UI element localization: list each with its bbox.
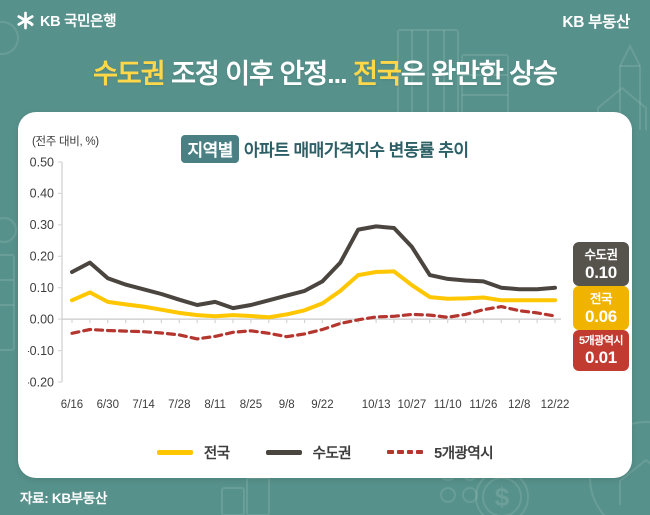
region-badge: 지역별 [181, 135, 239, 163]
svg-text:0.20: 0.20 [30, 250, 54, 264]
legend-label: 5개광역시 [434, 446, 494, 462]
sudogwon-line-swatch [265, 450, 302, 455]
headline: 수도권 조정 이후 안정... 전국은 완만한 상승 [0, 52, 650, 91]
brand-text: KB 부동산 [562, 14, 630, 31]
callout-jeonguk: 전국 0.06 [573, 286, 629, 330]
logo-text: KB 국민은행 [40, 14, 117, 30]
legend: 전국 수도권 5개광역시 [18, 442, 632, 463]
legend-label: 수도권 [312, 446, 352, 462]
svg-text:12/8: 12/8 [508, 399, 530, 411]
callout-value: 0.06 [585, 307, 617, 326]
unit-label: (전주 대비, %) [32, 136, 99, 148]
svg-text:11/26: 11/26 [469, 399, 497, 411]
svg-text:7/28: 7/28 [168, 399, 190, 411]
svg-text:7/14: 7/14 [132, 399, 155, 411]
svg-text:12/22: 12/22 [541, 399, 570, 411]
callout-label: 전국 [589, 292, 613, 306]
headline-segment: 은 완만한 상승 [400, 59, 558, 89]
trend-chart: 0.50 0.40 0.30 0.20 0.10 0.00 -0.10 -0.20 6/16 6/… [28, 156, 570, 411]
svg-text:-0.10: -0.10 [28, 344, 54, 358]
svg-text:6/16: 6/16 [61, 399, 83, 411]
legend-label: 전국 [203, 446, 230, 462]
legend-item-sudogwon: 수도권 [265, 442, 352, 463]
headline-segment: 수도권 [93, 59, 166, 89]
svg-text:0.40: 0.40 [30, 187, 54, 201]
callout-label: 수도권 [584, 248, 618, 262]
legend-item-jeonguk: 전국 [156, 442, 230, 463]
gwangyeoksi-line-swatch [387, 450, 424, 455]
svg-text:9/22: 9/22 [311, 399, 333, 411]
headline-segment: 전국 [353, 59, 402, 89]
building-left-icon [0, 254, 15, 351]
svg-text:0.10: 0.10 [30, 281, 54, 295]
chart-title-text: 아파트 매매가격지수 변동률 추이 [243, 141, 469, 160]
svg-text:0.00: 0.00 [30, 312, 54, 326]
callout-sudogwon: 수도권 0.10 [573, 242, 629, 286]
kb-logo: KB 국민은행 [16, 10, 117, 31]
svg-text:11/10: 11/10 [434, 399, 462, 411]
callout-value: 0.01 [585, 348, 617, 367]
chart-card: (전주 대비, %) 지역별 아파트 매매가격지수 변동률 추이 0.50 0.40… [18, 112, 632, 478]
callout-value: 0.10 [585, 263, 617, 282]
svg-text:10/27: 10/27 [398, 399, 427, 411]
chart-title: 지역별 아파트 매매가격지수 변동률 추이 [18, 135, 632, 163]
svg-text:6/30: 6/30 [97, 399, 119, 411]
kb-star-icon [17, 11, 34, 30]
header: KB 국민은행 KB 부동산 [0, 0, 650, 42]
svg-text:0.30: 0.30 [30, 218, 54, 232]
jeonguk-line-swatch [156, 450, 193, 455]
svg-text:$: $ [495, 482, 510, 512]
blocks-icon [221, 477, 270, 515]
svg-text:0.50: 0.50 [30, 156, 54, 169]
svg-text:9/8: 9/8 [279, 399, 295, 411]
source-text: 자료: KB부동산 [20, 491, 108, 506]
svg-text:8/11: 8/11 [204, 399, 226, 411]
svg-text:-0.20: -0.20 [28, 375, 54, 389]
callout-label: 5개광역시 [578, 335, 624, 347]
svg-text:10/13: 10/13 [362, 399, 391, 411]
headline-segment: 조정 이후 안정... [164, 59, 354, 89]
svg-text:8/25: 8/25 [240, 399, 262, 411]
legend-item-gwangyeoksi: 5개광역시 [387, 442, 494, 463]
callout-gwangyeoksi: 5개광역시 0.01 [573, 330, 629, 371]
